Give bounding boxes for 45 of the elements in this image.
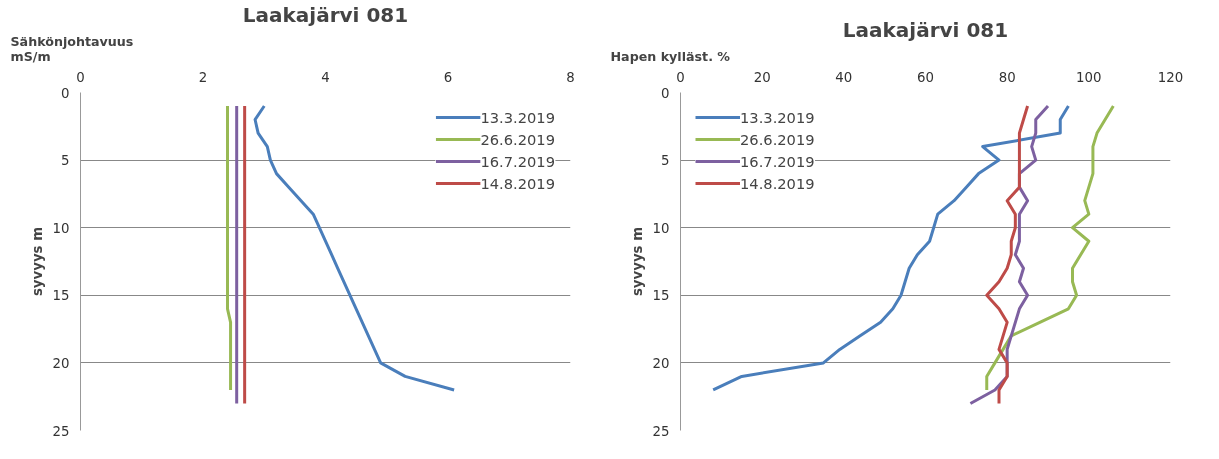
y-tick-label: 15 — [652, 288, 670, 304]
legend-label: 16.7.2019 — [740, 152, 815, 170]
y-axis-title: syvyys m — [29, 226, 45, 297]
line-series — [985, 104, 1030, 405]
chart-title: Laakajärvi 081 — [242, 2, 409, 27]
line-series — [711, 104, 1070, 392]
x-tick-label: 40 — [835, 69, 853, 85]
y-tick-label: 10 — [652, 220, 670, 236]
x-tick-label: 20 — [753, 69, 771, 85]
chart-title: Laakajärvi 081 — [842, 17, 1009, 42]
line-series — [235, 104, 239, 405]
x-tick-label: 8 — [566, 69, 575, 85]
x-tick-label: 0 — [676, 69, 685, 85]
y-tick-label: 0 — [661, 85, 670, 101]
line-series — [243, 104, 247, 405]
x-tick-label: 2 — [198, 69, 208, 85]
line-series — [985, 104, 1115, 392]
x-tick-label: 6 — [443, 69, 453, 85]
x-tick-label: 4 — [321, 69, 330, 85]
y-tick-label: 5 — [661, 153, 670, 169]
y-tick-label: 25 — [52, 423, 70, 439]
x-axis-title: Sähkönjohtavuus mS/m — [10, 33, 134, 64]
y-tick-label: 10 — [52, 220, 70, 236]
y-axis-title: syvyys m — [629, 226, 645, 297]
legend-label: 26.6.2019 — [740, 130, 815, 148]
legend-label: 14.8.2019 — [480, 174, 555, 192]
line-series — [226, 104, 233, 392]
legend-label: 13.3.2019 — [740, 108, 815, 126]
legend-label: 13.3.2019 — [480, 108, 555, 126]
x-tick-label: 120 — [1157, 69, 1184, 85]
y-tick-label: 20 — [652, 355, 670, 371]
x-axis-title: Hapen kylläst. % — [610, 48, 731, 64]
y-tick-label: 5 — [61, 153, 70, 169]
x-tick-label: 100 — [1076, 69, 1102, 85]
legend-label: 16.7.2019 — [480, 152, 555, 170]
y-tick-label: 15 — [52, 288, 70, 304]
legend-label: 14.8.2019 — [740, 174, 815, 192]
x-tick-label: 60 — [917, 69, 934, 85]
legend-label: 26.6.2019 — [480, 130, 555, 148]
line-series — [253, 104, 456, 392]
y-tick-label: 20 — [52, 355, 70, 371]
y-tick-label: 0 — [61, 85, 70, 101]
y-tick-label: 25 — [652, 423, 670, 439]
x-tick-label: 0 — [76, 69, 85, 85]
x-tick-label: 80 — [998, 69, 1016, 85]
